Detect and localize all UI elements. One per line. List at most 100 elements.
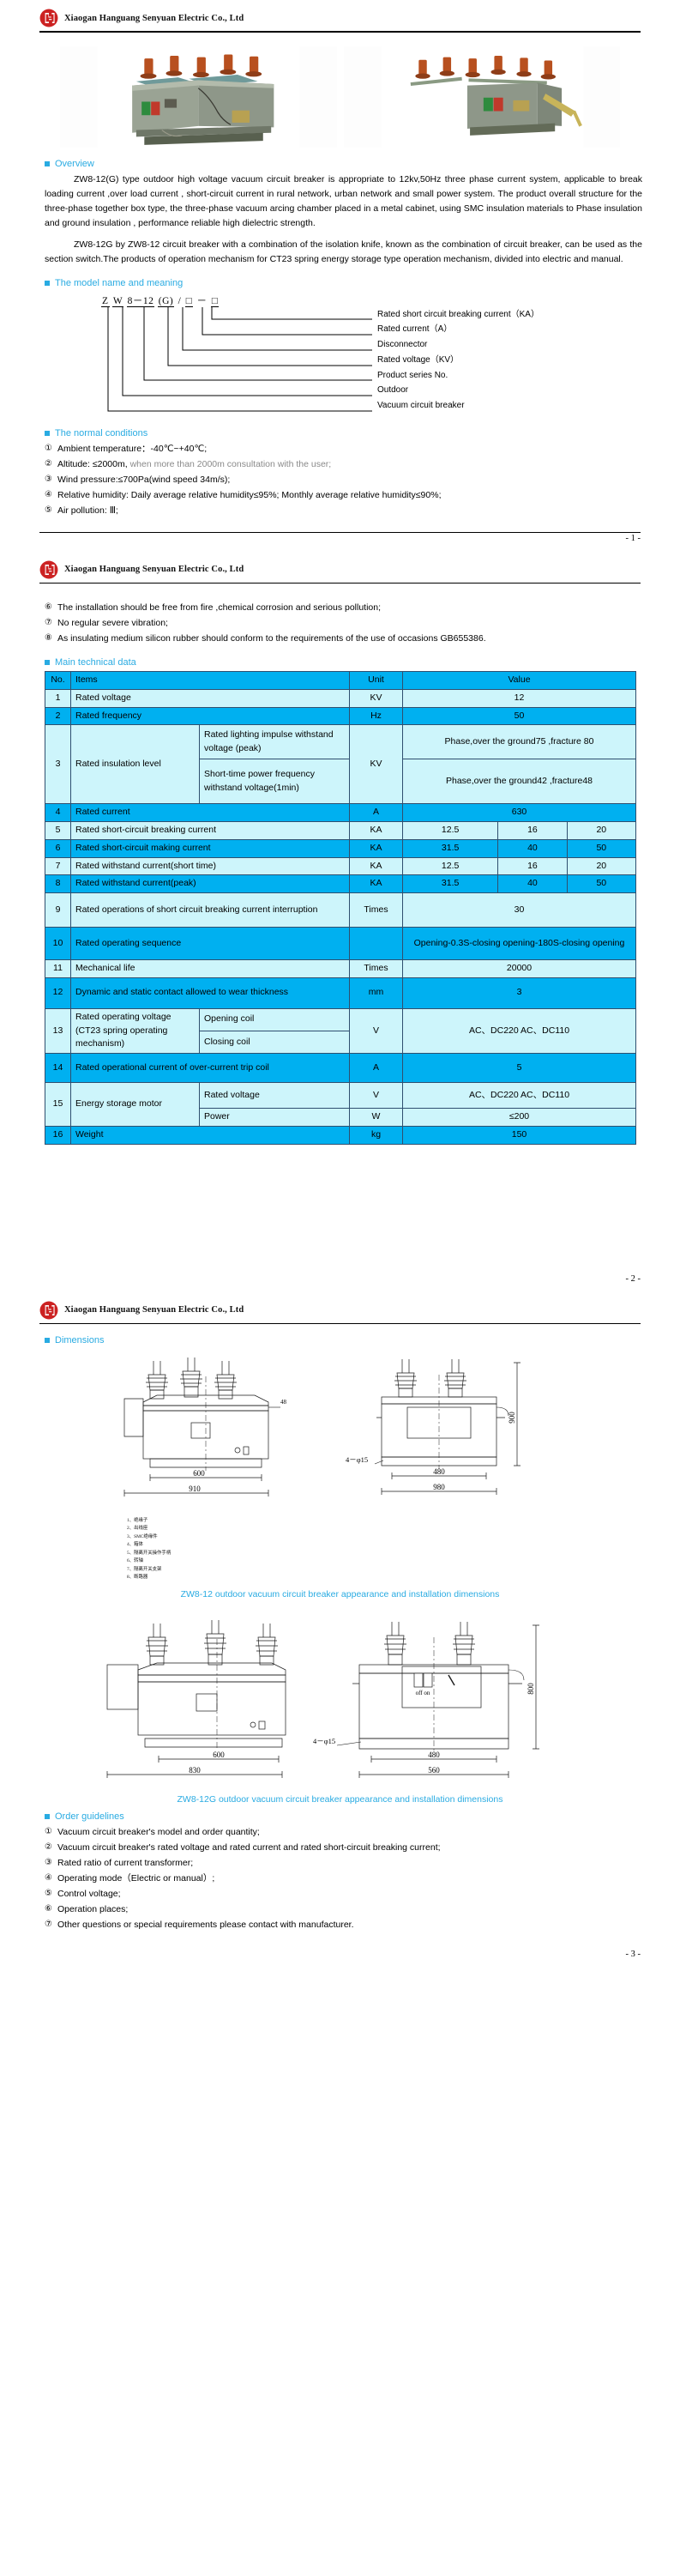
section-label: The model name and meaning [55,277,184,288]
row-no: 16 [45,1125,71,1145]
section-label: Overview [55,158,94,169]
row-value: 150 [402,1125,636,1145]
table-row: 9 Rated operations of short circuit brea… [45,892,636,928]
section-bullet-icon [45,430,50,436]
page-1-separator [39,531,641,533]
guideline-number: ⑦ [45,1919,52,1929]
condition-text: Air pollution: Ⅲ; [57,505,118,516]
row-value: AC、DC220 AC、DC110 [402,1007,636,1055]
row-unit: KA [349,838,403,858]
table-row: 2 Rated frequency Hz 50 [45,706,636,726]
row-value: 630 [402,803,636,822]
row-no: 6 [45,838,71,858]
product-photo-band [0,45,680,148]
row-value-2: 16 [497,856,568,876]
table-header-row: No. Items Unit Value [45,671,636,690]
row-value: Opening-0.3S-closing opening-180S-closin… [402,927,636,960]
part-item: 3、SMC绝缘件 [127,1533,158,1539]
brand-header: Xiaogan Hanguang Senyuan Electric Co., L… [0,552,680,582]
row-value-3: 50 [566,874,637,893]
model-part-g: (G) [157,295,175,307]
part-item: 5、隔离开关操作手柄 [127,1550,172,1556]
svg-text:560: 560 [428,1766,440,1775]
part-item: 2、出线座 [127,1526,148,1532]
condition-number: ① [45,443,52,453]
row-unit: KA [349,856,403,876]
row-unit: KV [349,688,403,708]
condition-text: The installation should be free from fir… [57,602,382,613]
row-unit: W [349,1108,403,1127]
row-unit: Times [349,959,403,978]
table-row: 1 Rated voltage KV 12 [45,688,636,708]
guideline-text: Operating mode（Electric or manual）; [57,1872,215,1884]
row-item: Mechanical life [70,959,350,978]
model-label-1: Rated current（A） [377,324,453,335]
guideline-text: Operation places; [57,1903,129,1914]
row-value-3: 20 [566,821,637,840]
order-guidelines-list: ① Vacuum circuit breaker's model and ord… [45,1825,642,1932]
row-unit: A [349,1053,403,1083]
order-guideline-item: ⑤ Control voltage; [45,1887,642,1902]
overview-paragraph-1: ZW8-12(G) type outdoor high voltage vacu… [45,173,642,228]
section-label: The normal conditions [55,427,148,438]
page-1: Xiaogan Hanguang Senyuan Electric Co., L… [0,0,680,552]
drawing-zw8-12g: 600 830 [57,1612,623,1787]
model-part-812: 8－12 [126,295,155,307]
brand-header: Xiaogan Hanguang Senyuan Electric Co., L… [0,0,680,30]
order-guideline-item: ⑥ Operation places; [45,1902,642,1917]
section-label: Order guidelines [55,1811,124,1822]
guideline-number: ② [45,1841,52,1852]
row-no: 13 [45,1007,71,1055]
brand-header: Xiaogan Hanguang Senyuan Electric Co., L… [0,1292,680,1322]
svg-text:910: 910 [189,1485,201,1493]
model-part-slash: / [178,295,182,306]
drawing-caption-2: ZW8-12G outdoor vacuum circuit breaker a… [177,1793,503,1805]
row-item: Rated short-circuit breaking current [70,821,350,840]
row-no: 14 [45,1053,71,1083]
row-value-1: 12.5 [401,856,499,876]
guideline-number: ⑥ [45,1903,52,1914]
condition-note: when more than 2000m consultation with t… [127,458,332,469]
guideline-text: Other questions or special requirements … [57,1919,354,1930]
row-unit: kg [349,1125,403,1145]
row-no: 5 [45,821,71,840]
header-rule [39,582,641,584]
section-bullet-icon [45,1813,50,1819]
table-row: 8 Rated withstand current(peak) KA 31.5 … [45,874,637,893]
row-value: Phase,over the ground42 ,fracture48 [402,759,636,805]
condition-item: ⑥ The installation should be free from f… [45,601,642,615]
part-item: 1、绝缘子 [127,1518,148,1523]
order-guideline-item: ⑦ Other questions or special requirement… [45,1918,642,1932]
drawing-zw8-12: 600 910 48 [57,1351,623,1514]
row-subitem: Rated voltage [199,1082,350,1109]
row-subitem: Short-time power frequency withstand vol… [199,759,350,805]
svg-text:600: 600 [193,1469,205,1478]
company-name: Xiaogan Hanguang Senyuan Electric Co., L… [64,1305,244,1315]
row-no: 10 [45,927,71,960]
table-row: 14 Rated operational current of over-cur… [45,1053,636,1083]
row-unit: Times [349,892,403,928]
svg-text:off on: off on [415,1690,430,1696]
svg-text:900: 900 [508,1412,516,1424]
row-item: Rated frequency [70,706,350,726]
model-part-w: W [111,295,124,307]
row-subitem: Rated lighting impulse withstand voltage… [199,724,350,760]
section-bullet-icon [45,160,50,166]
model-label-list: Rated short circuit breaking current（KA）… [377,307,539,414]
section-label: Dimensions [55,1335,105,1345]
row-value-3: 50 [566,838,637,858]
row-value: AC、DC220 AC、DC110 [402,1082,636,1109]
section-title-order-guidelines: Order guidelines [45,1811,680,1822]
part-item: 4、箱体 [127,1542,143,1548]
guideline-number: ④ [45,1872,52,1883]
row-item: Rated withstand current(peak) [70,874,350,893]
section-title-dimensions: Dimensions [45,1335,680,1345]
condition-text: Ambient temperature：-40℃~+40℃; [57,443,208,454]
order-guideline-item: ② Vacuum circuit breaker's rated voltage… [45,1841,642,1855]
condition-item: ③ Wind pressure:≤700Pa(wind speed 34m/s)… [45,473,642,487]
col-header-value: Value [402,671,636,690]
condition-number: ⑦ [45,618,52,627]
section-bullet-icon [45,1338,50,1343]
row-item: Energy storage motor [70,1082,200,1127]
table-row: 7 Rated withstand current(short time) KA… [45,856,637,876]
